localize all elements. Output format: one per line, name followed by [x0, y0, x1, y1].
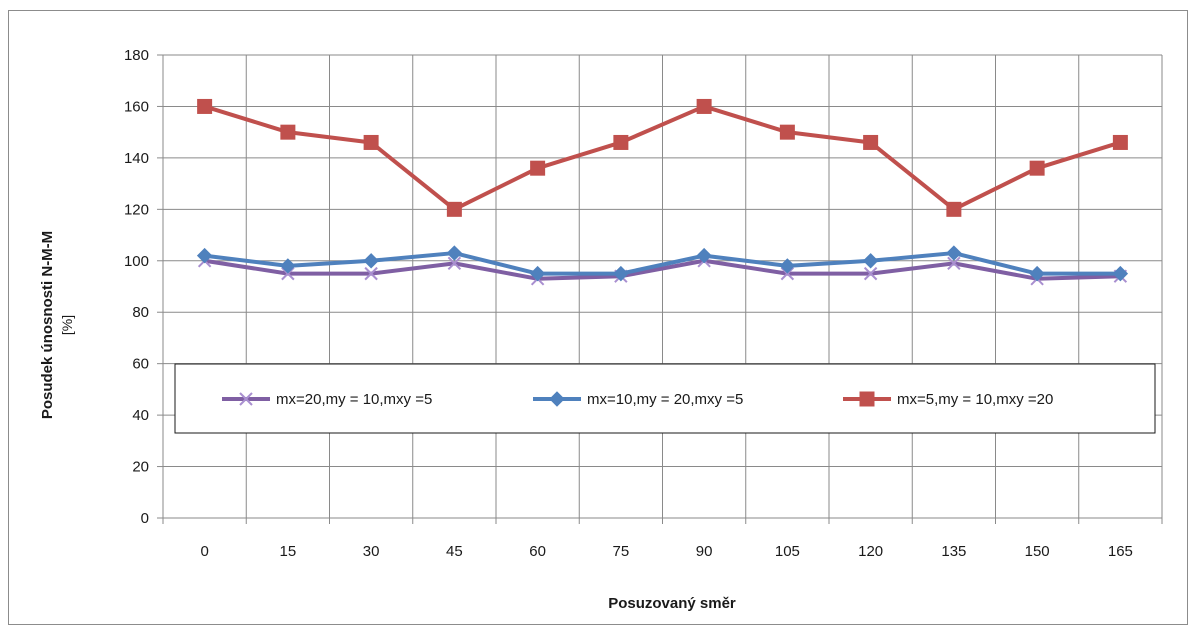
x-axis-title: Posuzovaný směr: [608, 595, 736, 612]
data-point: [780, 266, 795, 281]
data-point: [1112, 134, 1128, 150]
data-point: [280, 258, 296, 274]
data-point: [196, 247, 213, 264]
x-tick-label: 15: [280, 543, 297, 560]
data-point: [1029, 160, 1045, 176]
legend-item-1: mx=20,my = 10,mxy =5: [222, 391, 432, 408]
data-point: [530, 160, 546, 176]
data-point: [779, 258, 796, 274]
y-tick-label: 100: [124, 253, 149, 270]
axes: [157, 54, 1163, 524]
data-point: [529, 265, 546, 282]
legend-item-3: mx=5,my = 10,mxy =20: [843, 391, 1053, 408]
legend-label: mx=5,my = 10,mxy =20: [897, 391, 1053, 408]
data-point: [946, 245, 962, 261]
series-3: [197, 98, 1128, 217]
y-tick-label: 140: [124, 150, 149, 167]
y-tick-label: 60: [132, 356, 149, 373]
data-point: [447, 256, 462, 271]
legend-marker: [239, 392, 253, 406]
series-1: [197, 254, 1128, 286]
y-axis-title: Posudek únosnosti N-M-M: [39, 231, 56, 419]
x-tick-label: 60: [529, 543, 546, 560]
y-tick-label: 20: [132, 459, 149, 476]
y-tick-label: 160: [124, 98, 149, 115]
data-point: [280, 124, 296, 140]
data-point: [862, 253, 879, 269]
data-point: [613, 134, 629, 150]
series-2: [196, 245, 1129, 282]
data-point: [281, 266, 295, 281]
data-point: [696, 98, 712, 114]
data-point: [947, 256, 961, 271]
legend-marker: [549, 391, 565, 407]
x-tick-label: 135: [941, 543, 966, 560]
series-line: [204, 258, 1121, 281]
data-point: [1112, 265, 1129, 282]
y-tick-label: 0: [141, 510, 149, 527]
x-tick-label: 120: [858, 543, 883, 560]
data-point: [363, 253, 379, 269]
x-tick-label: 0: [200, 543, 208, 560]
data-point: [1029, 265, 1045, 282]
legend-label: mx=20,my = 10,mxy =5: [276, 391, 432, 408]
x-tick-label: 30: [363, 543, 380, 560]
data-point: [446, 201, 462, 217]
y-tick-label: 120: [124, 201, 149, 218]
x-tick-label: 75: [613, 543, 630, 560]
data-point: [363, 134, 379, 150]
data-point: [446, 245, 463, 261]
x-tick-labels: 0 15 30 45 60 75 90 105 120 135 150 165: [200, 543, 1132, 560]
y-tick-label: 80: [132, 304, 149, 321]
legend-box: [174, 363, 1156, 434]
x-tick-label: 90: [696, 543, 713, 560]
legend-item-2: mx=10,my = 20,mxy =5: [533, 391, 743, 408]
series-line: [204, 251, 1121, 276]
data-point: [696, 247, 712, 264]
data-point: [863, 266, 878, 281]
legend-marker: [859, 391, 875, 407]
data-point: [779, 124, 795, 140]
data-point: [863, 134, 879, 150]
series-lines: [196, 98, 1129, 286]
x-tick-label: 45: [446, 543, 463, 560]
x-tick-label: 150: [1025, 543, 1050, 560]
data-point: [946, 201, 962, 217]
legend-label: mx=10,my = 20,mxy =5: [587, 391, 743, 408]
legend: mx=20,my = 10,mxy =5 mx=10,my = 20,mxy =5…: [174, 363, 1156, 434]
x-tick-label: 105: [775, 543, 800, 560]
data-point: [197, 98, 213, 114]
gridlines: [163, 54, 1163, 518]
series-line: [204, 104, 1121, 212]
y-tick-labels: 0 20 40 60 80 100 120 140 160 180: [124, 47, 149, 527]
data-point: [613, 265, 629, 282]
y-tick-label: 180: [124, 47, 149, 64]
y-tick-label: 40: [132, 407, 149, 424]
data-point: [364, 266, 378, 281]
x-tick-label: 165: [1108, 543, 1133, 560]
y-axis-unit: [%]: [59, 315, 75, 335]
